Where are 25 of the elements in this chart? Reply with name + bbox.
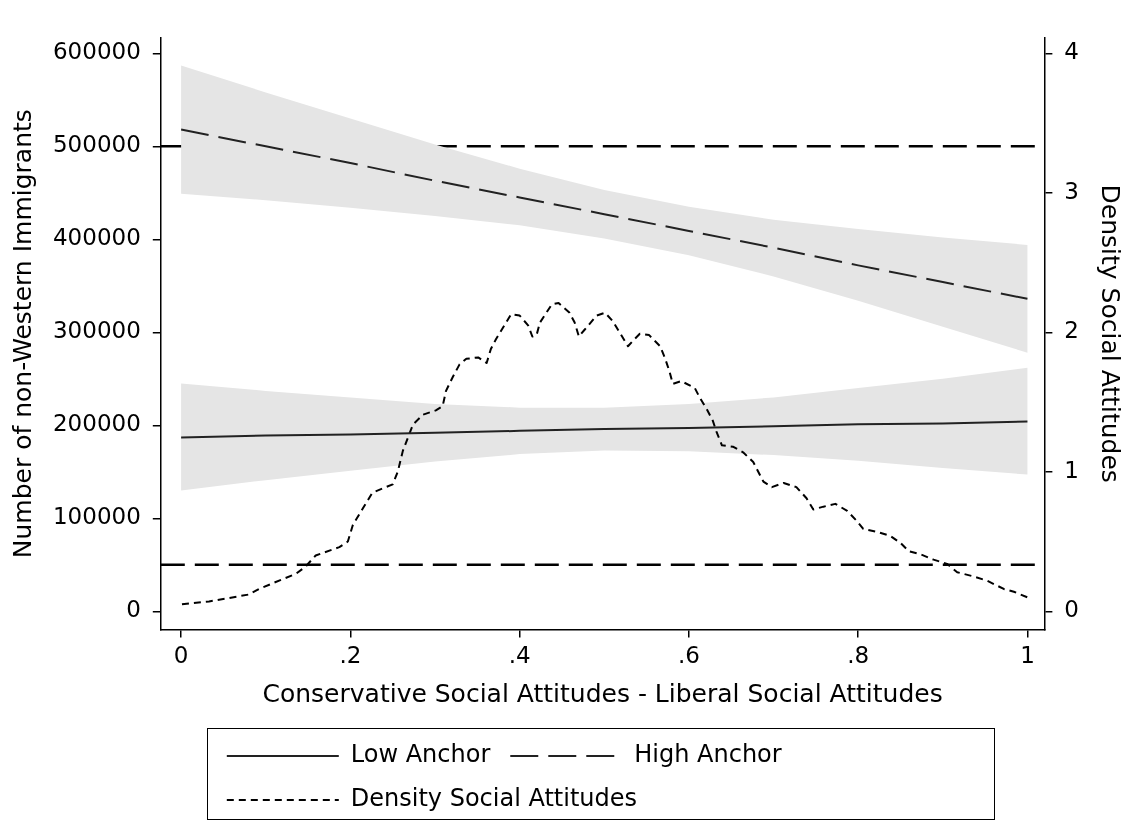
y-tick-label: 100000 bbox=[52, 503, 141, 530]
line-series bbox=[180, 128, 1029, 300]
y2-tick-label: 0 bbox=[1064, 596, 1080, 623]
y2-tick-label: 3 bbox=[1064, 177, 1080, 204]
x-tick-label: .4 bbox=[508, 642, 531, 669]
y-tick-label: 400000 bbox=[52, 224, 141, 251]
x-tick-label: .8 bbox=[847, 642, 870, 669]
y-axis-title: Number of non-Western Immigrants bbox=[7, 109, 37, 559]
x-tick-label: 1 bbox=[1020, 642, 1035, 669]
y2-tick-label: 2 bbox=[1064, 317, 1080, 344]
x-tick-label: .2 bbox=[339, 642, 362, 669]
y-tick-label: 200000 bbox=[52, 410, 141, 437]
y2-axis-title: Density Social Attitudes bbox=[1095, 184, 1125, 483]
y-tick-label: 0 bbox=[126, 596, 141, 623]
y2-tick-label: 4 bbox=[1064, 38, 1080, 65]
legend-label: Density Social Attitudes bbox=[350, 784, 638, 813]
y-tick-label: 500000 bbox=[52, 131, 141, 158]
legend-label: Low Anchor bbox=[350, 740, 491, 769]
y-tick-label: 600000 bbox=[52, 38, 141, 65]
y-tick-label: 300000 bbox=[52, 317, 141, 344]
x-axis-title: Conservative Social Attitudes - Liberal Social Attitudes bbox=[262, 678, 943, 708]
legend-label: High Anchor bbox=[634, 740, 782, 769]
y2-tick-label: 1 bbox=[1064, 456, 1080, 483]
x-tick-label: .6 bbox=[677, 642, 700, 669]
x-tick-label: 0 bbox=[173, 642, 189, 669]
